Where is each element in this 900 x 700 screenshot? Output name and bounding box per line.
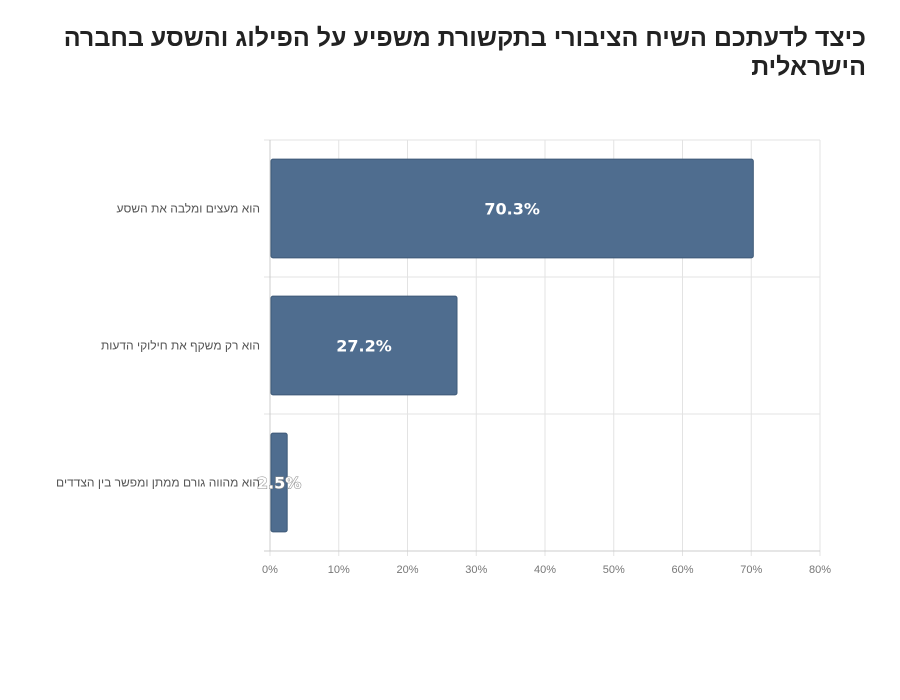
bar bbox=[270, 295, 458, 396]
x-tick-label: 40% bbox=[534, 564, 556, 576]
x-tick-label: 70% bbox=[740, 564, 762, 576]
data-label: 27.2% bbox=[336, 337, 392, 356]
bar bbox=[270, 158, 754, 259]
data-label: 2.5% bbox=[257, 474, 301, 493]
x-tick-label: 60% bbox=[671, 564, 693, 576]
data-label: 70.3% bbox=[484, 200, 540, 219]
chart-title: כיצד לדעתכם השיח הציבורי בתקשורת משפיע ע… bbox=[63, 24, 866, 81]
category-label: הוא מהווה גורם ממתן ומפשר בין הצדדים bbox=[56, 476, 260, 490]
bars bbox=[270, 158, 754, 533]
axes bbox=[264, 140, 820, 552]
x-tick-label: 50% bbox=[603, 564, 625, 576]
category-label: הוא רק משקף את חילוקי הדעות bbox=[101, 339, 260, 353]
bar bbox=[270, 432, 288, 533]
category-label: הוא מעצים ומלבה את השסע bbox=[117, 202, 260, 216]
x-tick-label: 80% bbox=[809, 564, 831, 576]
x-tick-label: 0% bbox=[262, 564, 278, 576]
labels: 0% 10% 20% 30% 40% 50% 60% 70% 80% 70.3% הוא מעצים… bbox=[56, 200, 831, 577]
x-tick-label: 10% bbox=[328, 564, 350, 576]
x-tick-label: 30% bbox=[465, 564, 487, 576]
x-tick-label: 20% bbox=[396, 564, 418, 576]
